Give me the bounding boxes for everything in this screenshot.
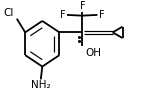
Text: Cl: Cl: [3, 8, 14, 18]
Text: F: F: [60, 10, 66, 20]
Text: NH₂: NH₂: [31, 80, 51, 90]
Text: OH: OH: [85, 48, 101, 58]
Text: F: F: [80, 1, 86, 11]
Text: F: F: [99, 10, 104, 20]
